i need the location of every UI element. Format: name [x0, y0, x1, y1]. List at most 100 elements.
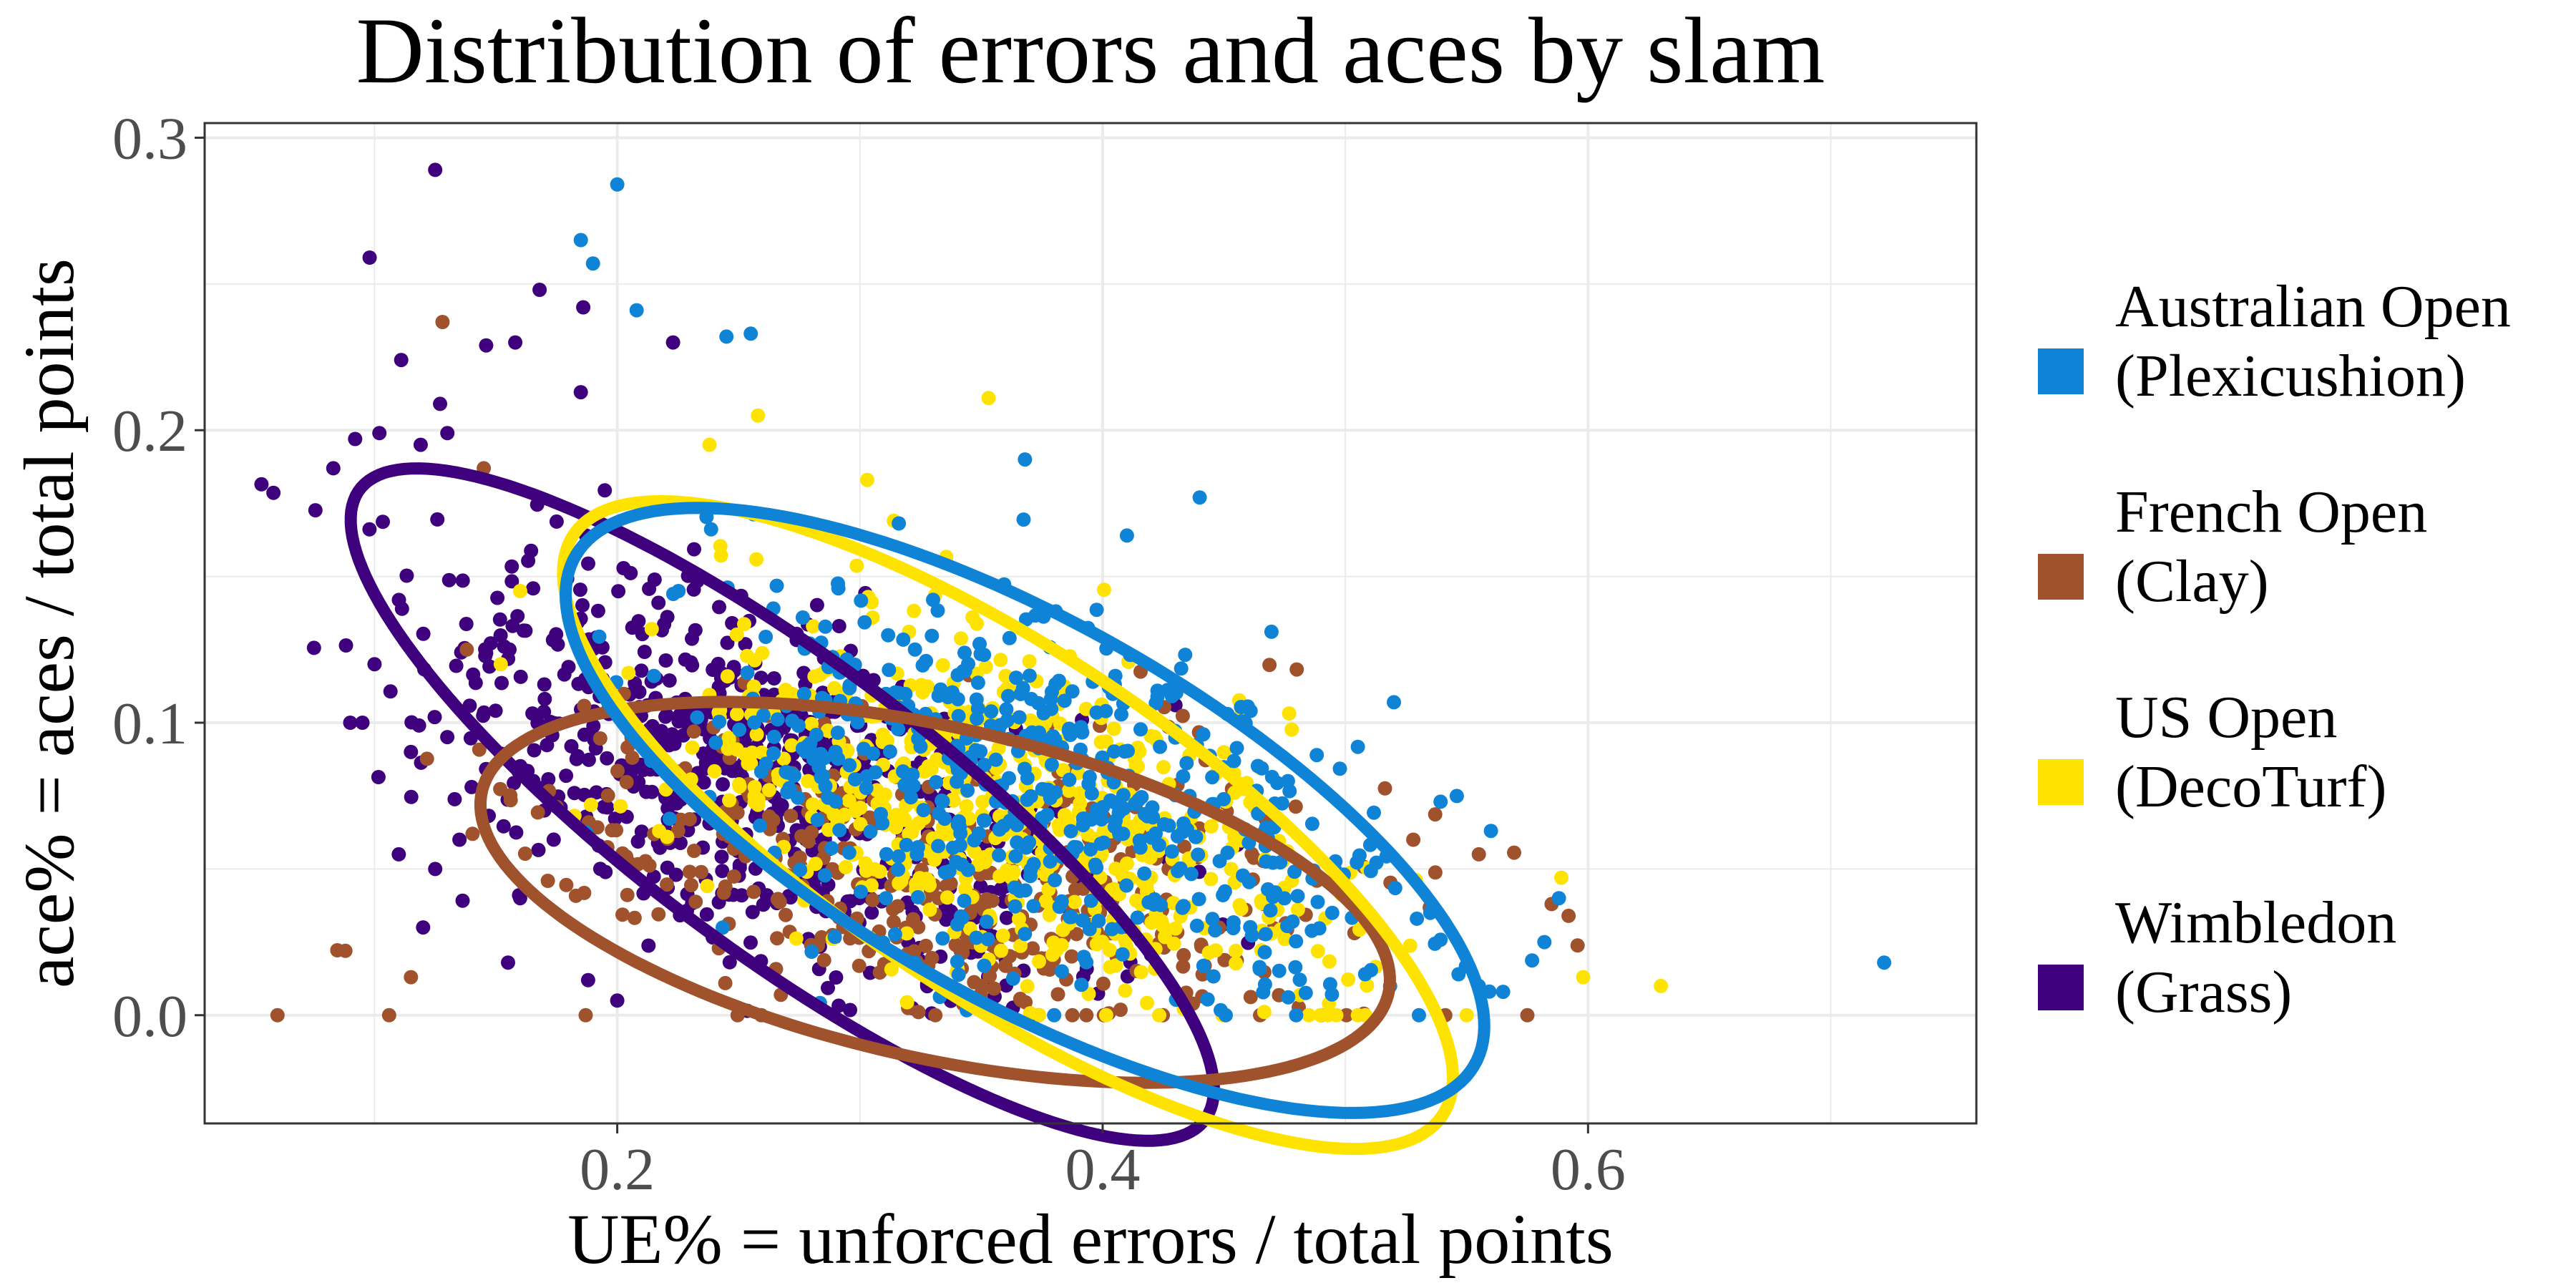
data-point — [1292, 972, 1307, 987]
data-point — [780, 765, 795, 780]
data-point — [1133, 840, 1148, 855]
data-point — [1449, 789, 1464, 804]
data-point — [842, 758, 857, 773]
data-point — [1224, 862, 1239, 877]
data-point — [362, 250, 377, 265]
data-point — [1234, 902, 1249, 917]
data-point — [447, 791, 462, 806]
data-point — [976, 813, 991, 828]
data-point — [821, 980, 835, 995]
data-point — [1107, 795, 1122, 810]
data-point — [686, 582, 701, 597]
data-point — [952, 838, 967, 853]
data-point — [1176, 769, 1191, 784]
data-point — [892, 516, 907, 531]
data-point — [1322, 954, 1337, 969]
data-point — [1262, 658, 1277, 673]
data-point — [891, 849, 906, 864]
data-point — [838, 859, 853, 874]
data-point — [1290, 889, 1305, 904]
legend-label: Australian Open — [2115, 273, 2511, 340]
data-point — [372, 426, 387, 441]
data-point — [1226, 915, 1241, 930]
data-point — [684, 878, 698, 892]
data-point — [583, 797, 598, 812]
data-point — [1243, 919, 1258, 935]
data-point — [831, 581, 846, 596]
data-point — [1229, 943, 1244, 958]
data-point — [1184, 867, 1199, 882]
data-point — [592, 731, 608, 746]
data-point — [610, 763, 625, 779]
data-point — [488, 703, 503, 718]
data-point — [477, 705, 492, 720]
data-point — [1053, 822, 1068, 837]
data-point — [526, 581, 541, 596]
data-point — [987, 981, 1002, 996]
data-point — [720, 669, 735, 684]
axes: 0.2 0.4 0.6 0.0 0.1 0.2 0.3 — [112, 105, 1626, 1203]
data-point — [1022, 654, 1037, 669]
data-point — [521, 553, 536, 568]
data-point — [891, 862, 906, 877]
data-point — [940, 890, 955, 905]
data-point — [859, 781, 874, 796]
data-point — [1081, 776, 1096, 791]
data-point — [796, 665, 811, 680]
data-point — [1350, 739, 1365, 754]
data-point — [1089, 602, 1104, 618]
data-point — [899, 837, 914, 852]
data-point — [1074, 977, 1089, 992]
data-point — [753, 818, 768, 833]
data-point — [732, 722, 747, 737]
data-point — [1281, 990, 1296, 1005]
data-point — [921, 758, 936, 774]
data-point — [619, 775, 634, 789]
data-point — [616, 561, 631, 575]
data-point — [740, 665, 755, 680]
data-point — [628, 676, 643, 691]
data-point — [918, 938, 933, 953]
data-point — [1244, 847, 1259, 862]
data-point — [541, 772, 556, 786]
data-point — [581, 752, 596, 767]
data-point — [1096, 800, 1111, 814]
data-point — [631, 614, 646, 629]
data-point — [808, 857, 823, 872]
data-point — [832, 823, 847, 838]
data-point — [780, 785, 795, 800]
data-point — [827, 680, 841, 696]
data-point — [609, 823, 624, 838]
data-point — [1212, 854, 1227, 869]
data-point — [1026, 899, 1041, 914]
data-point — [747, 794, 762, 809]
data-point — [1133, 722, 1148, 737]
data-point — [994, 943, 1008, 958]
data-point — [507, 776, 522, 791]
data-point — [992, 848, 1007, 863]
data-point — [501, 955, 515, 970]
data-point — [508, 335, 523, 350]
data-point — [1179, 756, 1194, 771]
data-point — [848, 804, 863, 819]
data-point — [1229, 956, 1244, 971]
data-point — [577, 885, 592, 900]
data-point — [611, 584, 626, 599]
data-point — [1064, 949, 1079, 964]
data-point — [685, 740, 700, 755]
data-point — [492, 612, 507, 627]
data-point — [550, 637, 565, 652]
data-point — [557, 667, 572, 682]
data-point — [371, 770, 386, 784]
data-point — [1043, 854, 1058, 869]
data-point — [699, 907, 714, 922]
data-point — [559, 877, 574, 892]
data-point — [465, 826, 480, 841]
data-point — [916, 803, 931, 818]
data-point — [864, 878, 879, 893]
data-point — [814, 746, 828, 761]
data-point — [740, 648, 754, 663]
data-point — [1150, 683, 1165, 698]
data-point — [546, 832, 561, 847]
data-point — [998, 668, 1013, 683]
